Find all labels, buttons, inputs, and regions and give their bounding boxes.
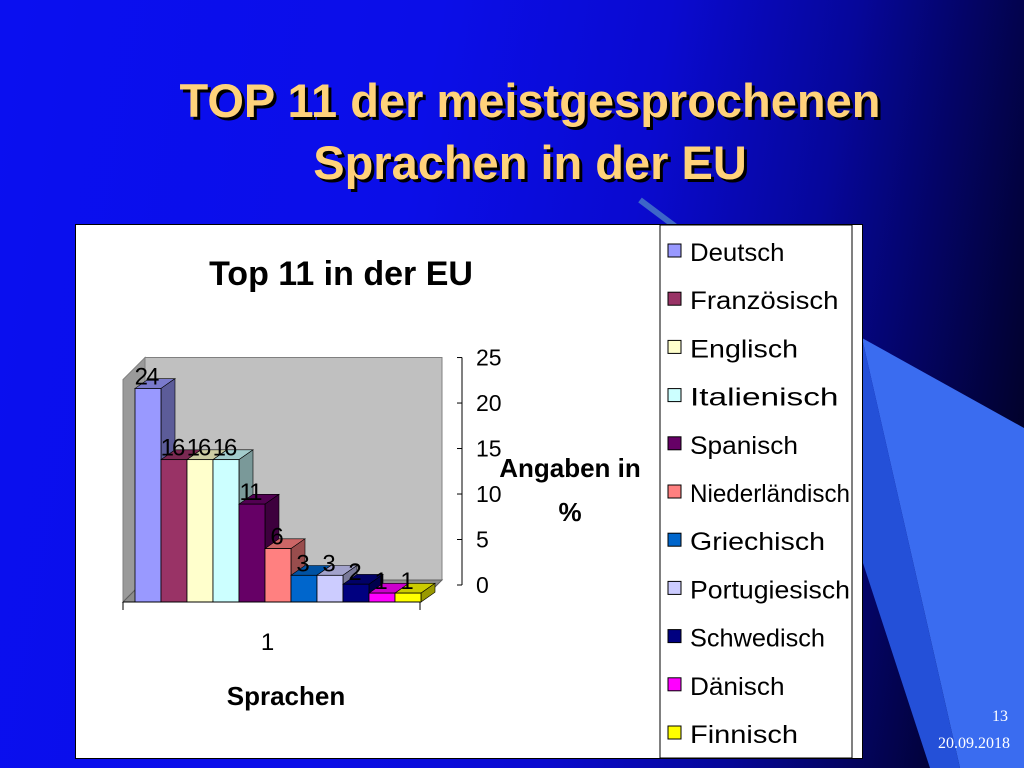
legend-swatch: [667, 677, 682, 692]
legend-swatch: [667, 629, 682, 644]
y-axis-title-line2: %: [558, 497, 581, 527]
y-tick-label: 20: [476, 390, 502, 416]
data-label: 11: [240, 479, 263, 506]
legend-label: Englisch: [690, 335, 798, 363]
bar: [316, 574, 344, 603]
y-tick-label: 0: [476, 572, 489, 598]
chart-panel: 24 16 16 16 11 6 3 3 2 1 1 0 5 10 15 20 25 1 Top 11 in der…: [75, 224, 863, 759]
data-label: 24: [135, 363, 159, 390]
legend-label: Schwedisch: [690, 625, 825, 653]
y-tick-label: 10: [476, 481, 502, 507]
bar: [238, 503, 266, 603]
y-axis-title-line1: Angaben in: [499, 453, 641, 483]
y-tick-label: 25: [476, 345, 502, 371]
bar: [186, 459, 214, 603]
legend-label: Italienisch: [690, 384, 839, 412]
slide-title-line-1: TOP 11 der meistgesprochenen: [179, 74, 881, 127]
x-axis-title: Sprachen: [227, 681, 346, 711]
slide-number: 13: [992, 708, 1008, 725]
legend-label: Finnisch: [690, 721, 798, 749]
legend-label: Portugiesisch: [690, 576, 850, 604]
data-label: 2: [348, 559, 361, 586]
legend-label: Dänisch: [690, 673, 785, 701]
legend-label: Griechisch: [690, 528, 825, 556]
legend-label: Niederländisch: [690, 480, 850, 508]
chart-title: Top 11 in der EU: [209, 255, 473, 293]
data-label: 6: [270, 524, 283, 551]
legend-swatch: [667, 580, 682, 595]
bar: [264, 548, 292, 603]
legend-swatch: [667, 436, 682, 451]
y-tick-label: 15: [476, 436, 502, 462]
slide-title-line-2: Sprachen in der EU: [313, 136, 747, 189]
bar: [134, 388, 162, 603]
data-label: 16: [213, 435, 237, 462]
slide-title: TOP 11 der meistgesprochenen Sprachen in…: [0, 70, 1024, 194]
legend-swatch: [667, 388, 682, 403]
data-label: 3: [322, 550, 335, 577]
data-label: 16: [187, 435, 211, 462]
legend-swatch: [667, 243, 682, 258]
bar: [160, 459, 188, 603]
deco-lower-wedge-shade: [862, 338, 960, 768]
bar: [212, 459, 240, 603]
bar: [342, 583, 370, 603]
legend-swatch: [667, 725, 682, 740]
bar: [290, 574, 318, 603]
legend-swatch: [667, 291, 682, 306]
data-label: 3: [296, 550, 309, 577]
legend-label: Deutsch: [690, 239, 785, 267]
legend-swatch: [667, 532, 682, 547]
y-tick-label: 5: [476, 527, 489, 553]
legend-label: Spanisch: [690, 432, 798, 460]
data-label: 1: [400, 568, 413, 595]
deco-lower-wedge: [862, 338, 1024, 768]
legend-swatch: [667, 339, 682, 354]
x-tick-label: 1: [261, 629, 274, 656]
legend-label: Französisch: [690, 287, 839, 315]
data-label: 16: [161, 435, 185, 462]
legend-box: [659, 225, 853, 758]
legend-swatch: [667, 484, 682, 499]
data-label: 1: [374, 568, 387, 595]
slide-date: 20.09.2018: [938, 735, 1010, 752]
